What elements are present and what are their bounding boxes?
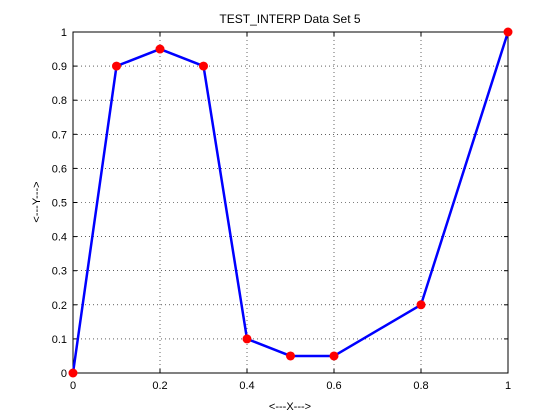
data-point [242, 334, 252, 344]
y-tick-label: 0.8 [52, 95, 67, 107]
x-tick-labels: 0 0.2 0.4 0.6 0.8 1 [70, 380, 511, 392]
data-series [68, 27, 513, 378]
x-tick-label: 0 [70, 380, 76, 392]
data-point [68, 368, 78, 378]
x-tick-label: 0.8 [413, 380, 428, 392]
x-tick-label: 0.2 [152, 380, 167, 392]
chart-title: TEST_INTERP Data Set 5 [219, 12, 360, 26]
x-axis-label: <---X---> [269, 401, 311, 413]
y-tick-label: 0.2 [52, 300, 67, 312]
y-tick-label: 0.3 [52, 266, 67, 278]
y-tick-label: 0.1 [52, 334, 67, 346]
x-tick-label: 0.4 [239, 380, 254, 392]
y-axis-label: <---Y---> [31, 181, 43, 222]
data-point [329, 351, 339, 361]
y-tick-label: 0.6 [52, 163, 67, 175]
data-point [155, 44, 165, 54]
x-tick-label: 1 [505, 380, 511, 392]
y-tick-label: 0.4 [52, 232, 67, 244]
data-point [286, 351, 295, 361]
y-tick-labels: 0 0.1 0.2 0.3 0.4 0.5 0.6 0.7 0.8 0.9 1 [52, 27, 67, 380]
plot-frame [72, 31, 509, 374]
y-tick-label: 0.7 [52, 129, 67, 141]
y-tick-label: 0.9 [52, 61, 67, 73]
data-point [416, 300, 426, 310]
y-tick-label: 0 [61, 368, 67, 380]
data-point [199, 61, 208, 71]
y-tick-label: 1 [61, 27, 67, 39]
y-tick-label: 0.5 [52, 198, 67, 210]
data-point [112, 61, 121, 71]
data-point [503, 27, 513, 37]
x-tick-label: 0.6 [326, 380, 341, 392]
grid-lines [73, 32, 508, 373]
plot-area [68, 27, 513, 378]
